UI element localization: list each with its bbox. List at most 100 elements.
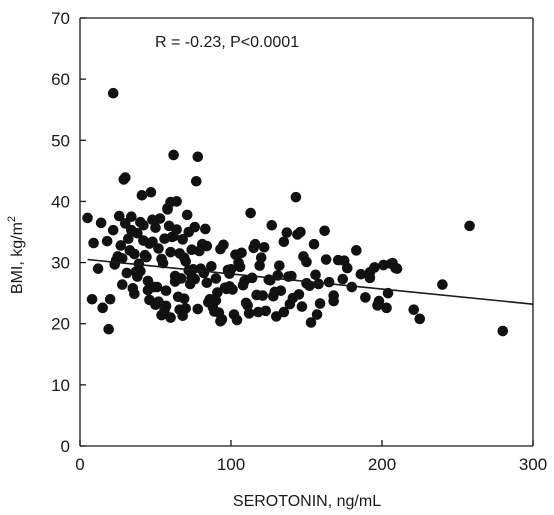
- data-point: [136, 190, 148, 201]
- data-point: [464, 220, 475, 232]
- data-point: [314, 298, 326, 309]
- y-tick-label: 0: [61, 437, 70, 456]
- data-point: [127, 282, 139, 294]
- data-point: [245, 207, 256, 219]
- data-point: [293, 289, 305, 300]
- data-point: [174, 304, 185, 315]
- data-point: [168, 149, 179, 161]
- data-point: [381, 302, 392, 314]
- y-axis-title-main: BMI, kg/m: [9, 222, 26, 294]
- data-point: [177, 234, 188, 245]
- data-point: [364, 267, 376, 278]
- data-point: [201, 277, 213, 289]
- data-point: [254, 260, 265, 271]
- data-point: [183, 265, 195, 276]
- data-point: [132, 227, 143, 239]
- data-point: [172, 291, 184, 303]
- data-point: [215, 315, 226, 327]
- data-point: [190, 175, 202, 187]
- data-point: [372, 300, 383, 311]
- data-point: [189, 221, 201, 233]
- data-point: [147, 214, 158, 226]
- data-point: [218, 239, 229, 251]
- data-point: [355, 268, 367, 280]
- data-point: [171, 196, 182, 207]
- data-point: [169, 276, 181, 287]
- y-tick-label: 20: [51, 315, 70, 334]
- data-point: [144, 238, 155, 249]
- trend-line: [87, 258, 534, 305]
- data-point: [248, 242, 259, 254]
- data-point: [104, 293, 116, 305]
- y-tick-label: 70: [51, 9, 70, 28]
- data-point: [165, 312, 176, 323]
- y-tick-label: 30: [51, 254, 70, 273]
- x-tick-label: 100: [217, 455, 245, 474]
- data-point: [351, 245, 362, 256]
- data-point: [257, 290, 269, 301]
- y-tick-label: 50: [51, 131, 70, 150]
- data-point: [263, 274, 275, 285]
- data-point: [313, 278, 324, 290]
- x-tick-label: 200: [368, 455, 396, 474]
- data-point: [103, 323, 114, 335]
- data-point: [101, 235, 113, 247]
- data-point: [92, 263, 104, 274]
- data-point: [437, 279, 448, 290]
- x-tick-label: 0: [75, 455, 84, 474]
- data-point: [123, 233, 134, 245]
- data-point: [159, 233, 170, 245]
- data-point: [258, 241, 270, 253]
- data-point: [225, 263, 237, 275]
- data-point: [95, 217, 107, 229]
- data-point: [385, 258, 397, 270]
- data-point: [290, 191, 302, 203]
- x-axis-title: SEROTONIN, ng/mL: [233, 493, 381, 510]
- data-point: [107, 87, 119, 99]
- y-axis-title-superscript: 2: [6, 216, 18, 222]
- data-point: [153, 243, 164, 254]
- data-points: [82, 87, 509, 337]
- data-point: [150, 222, 161, 234]
- data-point: [198, 267, 210, 279]
- data-point: [337, 273, 349, 285]
- data-point: [209, 306, 220, 317]
- data-point: [286, 270, 297, 282]
- data-point: [274, 260, 285, 271]
- data-point: [320, 254, 332, 265]
- data-point: [86, 293, 98, 305]
- data-point: [408, 304, 420, 315]
- data-point: [243, 308, 255, 319]
- data-point: [148, 281, 160, 293]
- data-point: [144, 294, 155, 306]
- correlation-annotation: R = -0.23, P<0.0001: [155, 34, 299, 51]
- data-point: [97, 302, 108, 314]
- data-point: [118, 174, 130, 185]
- data-point: [323, 276, 335, 288]
- data-point: [129, 248, 140, 260]
- y-tick-label: 10: [51, 376, 70, 395]
- data-point: [157, 257, 169, 269]
- data-point: [240, 297, 252, 309]
- data-point: [224, 281, 235, 292]
- data-point: [189, 273, 201, 285]
- data-point: [360, 292, 371, 303]
- data-point: [107, 224, 119, 236]
- data-point: [231, 314, 243, 326]
- data-point: [275, 285, 287, 296]
- data-point: [126, 211, 137, 223]
- data-point: [160, 285, 172, 296]
- data-point: [180, 256, 191, 267]
- data-point: [296, 301, 308, 312]
- data-point: [295, 226, 306, 238]
- data-point: [346, 281, 358, 293]
- data-point: [88, 237, 99, 249]
- data-point: [210, 273, 222, 284]
- data-point: [308, 238, 320, 250]
- data-point: [165, 246, 176, 258]
- data-point: [192, 151, 204, 163]
- data-point: [156, 309, 167, 321]
- data-point: [113, 210, 125, 222]
- data-point: [145, 186, 157, 198]
